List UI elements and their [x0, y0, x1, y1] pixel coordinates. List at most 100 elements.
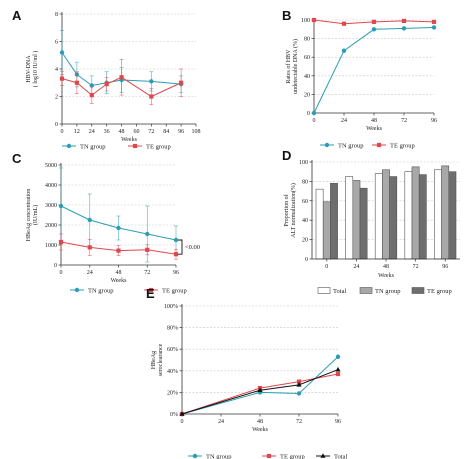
bar: [434, 169, 442, 260]
y-axis-title: HBV-DNA: [26, 55, 32, 83]
x-tick-label: 48: [383, 264, 389, 270]
y-tick-label: 40: [304, 74, 310, 80]
x-tick-label: 96: [178, 129, 184, 135]
x-tick-label: 0: [325, 264, 328, 270]
data-point: [311, 17, 317, 23]
y-tick-label: 80: [302, 179, 308, 185]
data-point: [104, 82, 109, 87]
data-point: [58, 203, 64, 209]
data-point: [335, 366, 341, 372]
series-line-0: [181, 356, 339, 415]
y-tick-label: 4: [55, 67, 58, 73]
legend-marker: [74, 287, 80, 293]
data-point: [149, 94, 154, 99]
y-tick-label: 0: [305, 257, 308, 263]
x-tick-label: 96: [442, 264, 448, 270]
x-tick-label: 0: [181, 419, 184, 425]
data-point: [401, 18, 407, 24]
y-tick-label: 60: [304, 55, 310, 61]
legend-marker: [192, 453, 198, 459]
x-axis-title: Weeks: [111, 278, 128, 284]
bar: [315, 188, 324, 260]
x-tick-label: 72: [296, 419, 302, 425]
x-tick-label: 24: [87, 270, 93, 276]
data-point: [74, 80, 79, 85]
legend-label: TN group: [375, 288, 400, 295]
y-axis-title: undetectable DNA (%): [292, 39, 299, 94]
data-point: [173, 252, 179, 257]
x-tick-label: 48: [257, 419, 263, 425]
x-axis-title: Weeks: [252, 427, 269, 433]
legend-label: TE group: [390, 142, 415, 149]
x-tick-label: 36: [104, 129, 110, 135]
legend-marker: [320, 453, 326, 458]
legend-label: Total: [333, 288, 346, 295]
x-axis-title: Weeks: [366, 126, 383, 132]
y-tick-label: 8: [55, 12, 58, 18]
x-tick-label: 0: [313, 118, 316, 124]
legend-label: Total: [334, 453, 347, 459]
y-axis-title: ( log10 IU/ml ): [32, 51, 39, 88]
panel-label-E: E: [146, 286, 155, 301]
legend-label: TN group: [338, 142, 363, 149]
data-point: [59, 50, 65, 55]
bar: [441, 165, 450, 260]
bar: [374, 173, 383, 260]
bar: [404, 171, 413, 260]
legend-swatch: [317, 287, 331, 294]
y-axis-title: seroclearance: [158, 343, 164, 376]
series-line-1: [181, 373, 339, 415]
x-tick-label: 96: [335, 419, 341, 425]
data-point: [371, 27, 377, 32]
significance-bracket: [178, 239, 183, 255]
y-tick-label: 0: [307, 111, 310, 117]
data-point: [296, 382, 302, 387]
data-point: [89, 93, 94, 98]
x-tick-label: 48: [371, 118, 377, 124]
legend-swatch: [359, 287, 373, 294]
legend-marker: [148, 287, 154, 293]
x-tick-label: 48: [119, 129, 125, 135]
legend-marker: [266, 453, 272, 459]
data-point: [173, 237, 179, 243]
x-tick-label: 0: [60, 270, 63, 276]
panel-label-B: B: [282, 8, 291, 23]
x-tick-label: 84: [163, 129, 169, 135]
y-tick-label: 0: [55, 122, 58, 128]
data-point: [58, 239, 64, 245]
data-point: [59, 76, 65, 81]
data-point: [431, 19, 437, 24]
data-point: [335, 354, 341, 359]
data-point: [119, 75, 124, 80]
legend-marker: [132, 143, 138, 149]
y-tick-label: 100: [301, 18, 310, 24]
y-axis-title: Proportion of: [283, 194, 290, 226]
x-tick-label: 60: [133, 129, 139, 135]
data-point: [145, 231, 150, 237]
y-tick-label: 1000: [45, 243, 57, 249]
x-axis-title: Weeks: [121, 137, 138, 143]
y-tick-label: 100: [299, 160, 308, 166]
data-point: [87, 245, 92, 250]
data-point: [296, 391, 302, 396]
data-point: [341, 48, 347, 53]
y-tick-label: 40%: [167, 369, 178, 375]
bar: [345, 176, 354, 260]
y-axis-title: Rates of HBV: [285, 49, 292, 84]
panel-label-C: C: [12, 151, 22, 166]
y-axis-title: HBeAg concentration: [26, 189, 32, 241]
legend-label: TE group: [280, 453, 305, 459]
y-tick-label: 60%: [167, 347, 178, 353]
legend-marker: [376, 142, 382, 148]
y-tick-label: 6: [55, 40, 58, 46]
legend-swatch: [411, 287, 425, 294]
data-point: [145, 247, 150, 252]
legend-marker: [66, 143, 72, 149]
data-point: [179, 411, 185, 416]
x-tick-label: 96: [173, 270, 179, 276]
data-point: [116, 225, 121, 231]
x-tick-label: 0: [61, 129, 64, 135]
x-tick-label: 24: [353, 264, 359, 270]
x-tick-label: 72: [148, 129, 154, 135]
